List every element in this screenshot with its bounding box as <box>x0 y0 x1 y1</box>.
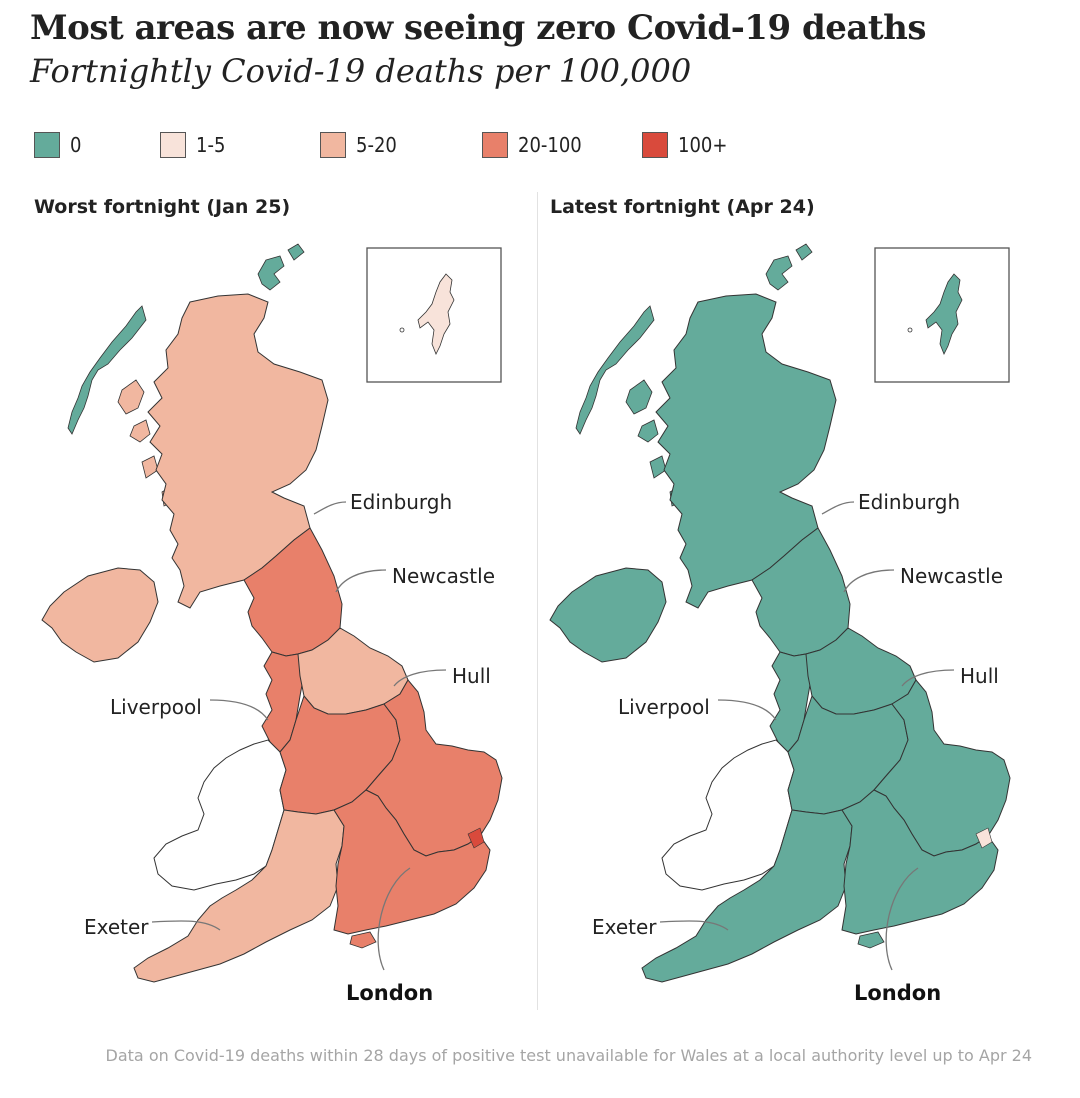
legend-label-20-100: 20-100 <box>518 133 582 157</box>
london-leader <box>377 867 411 971</box>
legend-item-5-20: 5-20 <box>320 132 397 158</box>
region-scotland <box>655 293 837 609</box>
london-label: London <box>854 981 941 1005</box>
liverpool-leader <box>209 699 269 721</box>
legend-label-0: 0 <box>70 133 82 157</box>
isle-of-wight <box>857 931 885 949</box>
panel-title-worst: Worst fortnight (Jan 25) <box>34 196 291 218</box>
hull-leader <box>901 669 955 687</box>
legend-label-5-20: 5-20 <box>356 133 397 157</box>
outer-hebrides <box>575 305 655 435</box>
isle-of-wight <box>349 931 377 949</box>
legend-item-100-plus: 100+ <box>642 132 727 158</box>
legend-swatch-20-100 <box>482 132 508 158</box>
fair-isle <box>399 327 405 333</box>
shetland-islands <box>417 273 455 355</box>
panel-divider <box>537 192 538 1010</box>
newcastle-leader <box>335 569 387 593</box>
edinburgh-leader <box>821 501 855 515</box>
hull-leader <box>393 669 447 687</box>
exeter-label: Exeter <box>84 915 149 939</box>
region-scotland <box>147 293 329 609</box>
legend-swatch-5-20 <box>320 132 346 158</box>
exeter-leader <box>151 920 221 931</box>
chart-subtitle: Fortnightly Covid-19 deaths per 100,000 <box>30 52 692 90</box>
edinburgh-label: Edinburgh <box>350 490 452 514</box>
legend-swatch-0 <box>34 132 60 158</box>
legend-item-0: 0 <box>34 132 81 158</box>
region-northern-ireland <box>549 567 667 663</box>
liverpool-label: Liverpool <box>110 695 202 719</box>
region-london-south-east <box>333 789 491 935</box>
liverpool-label: Liverpool <box>618 695 710 719</box>
orkney-islands <box>257 243 305 291</box>
orkney-islands <box>765 243 813 291</box>
hotspot-area <box>975 827 993 849</box>
newcastle-label: Newcastle <box>392 564 495 588</box>
hull-label: Hull <box>960 664 999 688</box>
newcastle-label: Newcastle <box>900 564 1003 588</box>
shetland-inset-frame <box>874 247 1010 383</box>
legend-item-1-5: 1-5 <box>160 132 225 158</box>
legend-label-100-plus: 100+ <box>678 133 728 157</box>
shetland-inset-frame <box>366 247 502 383</box>
hull-label: Hull <box>452 664 491 688</box>
legend-swatch-100-plus <box>642 132 668 158</box>
london-leader <box>885 867 919 971</box>
legend-item-20-100: 20-100 <box>482 132 582 158</box>
legend-swatch-1-5 <box>160 132 186 158</box>
hotspot-area <box>467 827 485 849</box>
region-northern-ireland <box>41 567 159 663</box>
liverpool-leader <box>717 699 777 721</box>
exeter-leader <box>659 920 729 931</box>
edinburgh-label: Edinburgh <box>858 490 960 514</box>
chart-title: Most areas are now seeing zero Covid-19 … <box>30 8 926 48</box>
legend-label-1-5: 1-5 <box>196 133 226 157</box>
newcastle-leader <box>843 569 895 593</box>
fair-isle <box>907 327 913 333</box>
panel-title-latest: Latest fortnight (Apr 24) <box>550 196 815 218</box>
legend: 0 1-5 5-20 20-100 100+ <box>34 132 794 162</box>
edinburgh-leader <box>313 501 347 515</box>
london-label: London <box>346 981 433 1005</box>
outer-hebrides <box>67 305 147 435</box>
exeter-label: Exeter <box>592 915 657 939</box>
region-london-south-east <box>841 789 999 935</box>
footnote: Data on Covid-19 deaths within 28 days o… <box>105 1046 1032 1065</box>
shetland-islands <box>925 273 963 355</box>
